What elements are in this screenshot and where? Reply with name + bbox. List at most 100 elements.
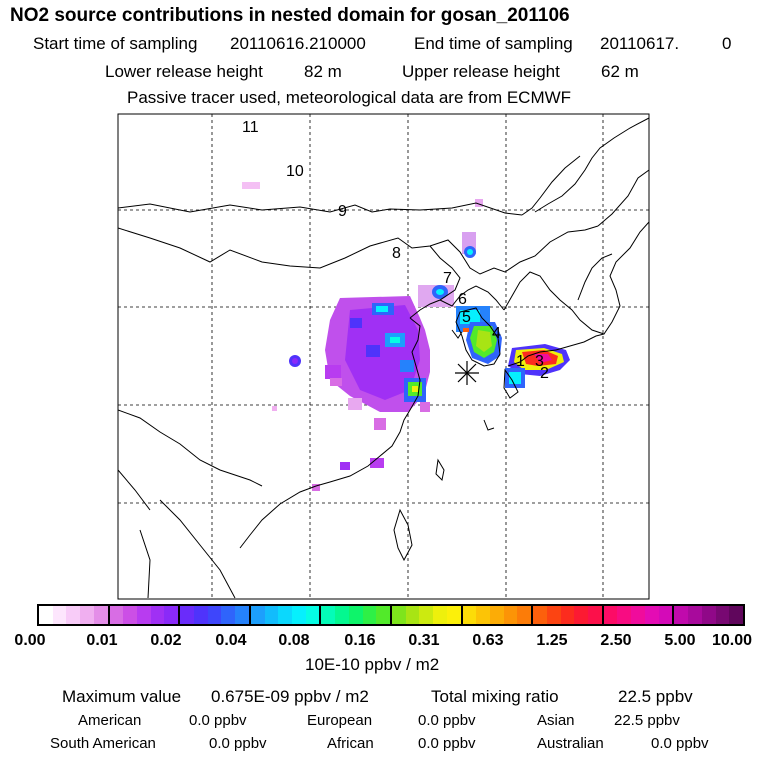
colorbar-swatch bbox=[107, 606, 124, 624]
trajectory-label: 2 bbox=[540, 365, 549, 382]
colorbar-swatch bbox=[178, 606, 194, 624]
colorbar-swatch bbox=[560, 606, 575, 624]
lower-height-label: Lower release height bbox=[105, 62, 263, 81]
colorbar-swatch bbox=[80, 606, 94, 624]
trajectory-label: 1 bbox=[516, 353, 525, 370]
trajectory-label: 4 bbox=[492, 325, 501, 342]
end-time-suffix: 0 bbox=[722, 34, 732, 53]
colorbar-tick: 0.16 bbox=[344, 632, 376, 649]
colorbar-swatch bbox=[164, 606, 179, 624]
colorbar-tick: 0.63 bbox=[472, 632, 504, 649]
colorbar-tick: 0.00 bbox=[14, 632, 46, 649]
colorbar-swatch bbox=[601, 606, 618, 624]
region-value: 0.0 ppbv bbox=[651, 735, 709, 752]
region-name: Asian bbox=[537, 712, 575, 729]
colorbar-swatch bbox=[123, 606, 138, 624]
colorbar-swatch bbox=[446, 606, 461, 624]
colorbar-swatch bbox=[419, 606, 434, 624]
colorbar-swatch bbox=[672, 606, 689, 624]
lower-height-value: 82 m bbox=[304, 62, 342, 81]
upper-height-value: 62 m bbox=[601, 62, 639, 81]
region-name: African bbox=[327, 735, 374, 752]
colorbar-swatch bbox=[207, 606, 222, 624]
colorbar-swatch bbox=[39, 606, 53, 624]
colorbar-swatch bbox=[644, 606, 659, 624]
map-panel: 11 10 9 8 7 6 5 4 1 3 2 bbox=[117, 113, 650, 600]
colorbar-swatch bbox=[688, 606, 702, 624]
colorbar-swatch bbox=[405, 606, 420, 624]
colorbar-tick: 1.25 bbox=[536, 632, 568, 649]
colorbar-tick: 0.31 bbox=[408, 632, 440, 649]
region-value: 0.0 ppbv bbox=[418, 735, 476, 752]
colorbar-swatch bbox=[291, 606, 306, 624]
total-mixing-label: Total mixing ratio bbox=[431, 687, 559, 706]
trajectory-label: 5 bbox=[462, 309, 471, 326]
colorbar-swatch bbox=[278, 606, 292, 624]
colorbar-swatch bbox=[137, 606, 151, 624]
colorbar-swatch bbox=[348, 606, 363, 624]
region-value: 0.0 ppbv bbox=[209, 735, 267, 752]
colorbar-swatch bbox=[193, 606, 208, 624]
colorbar-tick: 5.00 bbox=[664, 632, 696, 649]
colorbar-tick: 0.08 bbox=[278, 632, 310, 649]
start-time-value: 20110616.210000 bbox=[230, 34, 366, 53]
colorbar-swatch bbox=[319, 606, 336, 624]
colorbar-swatch bbox=[729, 606, 743, 624]
region-name: European bbox=[307, 712, 373, 729]
colorbar-swatch bbox=[701, 606, 716, 624]
colorbar-tick: 0.04 bbox=[215, 632, 247, 649]
colorbar-swatch bbox=[362, 606, 377, 624]
end-time-value: 20110617. bbox=[600, 34, 680, 53]
colorbar-swatch bbox=[490, 606, 504, 624]
upper-height-label: Upper release height bbox=[402, 62, 560, 81]
colorbar-swatch bbox=[715, 606, 730, 624]
tracer-note: Passive tracer used, meteorological data… bbox=[127, 88, 572, 107]
colorbar-swatch bbox=[460, 606, 477, 624]
colorbar-unit: 10E-10 ppbv / m2 bbox=[305, 655, 440, 674]
region-value: 0.0 ppbv bbox=[189, 712, 247, 729]
colorbar-swatch bbox=[631, 606, 645, 624]
region-name: Australian bbox=[537, 735, 604, 752]
colorbar-swatch bbox=[264, 606, 279, 624]
colorbar-swatch bbox=[93, 606, 108, 624]
page-title: NO2 source contributions in nested domai… bbox=[10, 5, 570, 26]
region-name: South American bbox=[50, 735, 156, 752]
colorbar-swatch bbox=[52, 606, 67, 624]
colorbar-tick: 0.01 bbox=[86, 632, 118, 649]
max-value: 0.675E-09 ppbv / m2 bbox=[211, 687, 369, 706]
colorbar-swatch bbox=[574, 606, 589, 624]
concentration-field bbox=[242, 182, 570, 491]
trajectory-label: 11 bbox=[242, 119, 259, 136]
colorbar-swatch bbox=[433, 606, 447, 624]
max-value-label: Maximum value bbox=[62, 687, 182, 706]
colorbar-swatch bbox=[221, 606, 236, 624]
colorbar-tick: 2.50 bbox=[600, 632, 632, 649]
trajectory-label: 3 bbox=[535, 353, 544, 370]
colorbar-swatch bbox=[531, 606, 547, 624]
colorbar-swatch bbox=[588, 606, 602, 624]
start-time-label: Start time of sampling bbox=[33, 34, 198, 53]
trajectory-label: 7 bbox=[443, 270, 452, 287]
total-mixing-value: 22.5 ppbv bbox=[618, 687, 693, 706]
region-value: 0.0 ppbv bbox=[418, 712, 476, 729]
colorbar-tick: 10.00 bbox=[711, 632, 753, 649]
colorbar-swatch bbox=[517, 606, 532, 624]
trajectory-label: 9 bbox=[338, 203, 347, 220]
region-name: American bbox=[78, 712, 142, 729]
region-value: 22.5 ppbv bbox=[614, 712, 680, 729]
colorbar-swatch bbox=[546, 606, 561, 624]
colorbar-swatch bbox=[235, 606, 249, 624]
colorbar-swatch bbox=[335, 606, 349, 624]
trajectory-label: 8 bbox=[392, 245, 401, 262]
colorbar-swatch bbox=[476, 606, 490, 624]
colorbar-swatch bbox=[248, 606, 265, 624]
colorbar-swatch bbox=[376, 606, 390, 624]
release-site-asterisk-icon bbox=[455, 361, 479, 385]
colorbar-swatch bbox=[503, 606, 518, 624]
colorbar bbox=[37, 604, 745, 626]
colorbar-swatch bbox=[617, 606, 632, 624]
colorbar-swatch bbox=[150, 606, 165, 624]
colorbar-swatch bbox=[305, 606, 320, 624]
end-time-label: End time of sampling bbox=[414, 34, 573, 53]
colorbar-swatch bbox=[66, 606, 81, 624]
